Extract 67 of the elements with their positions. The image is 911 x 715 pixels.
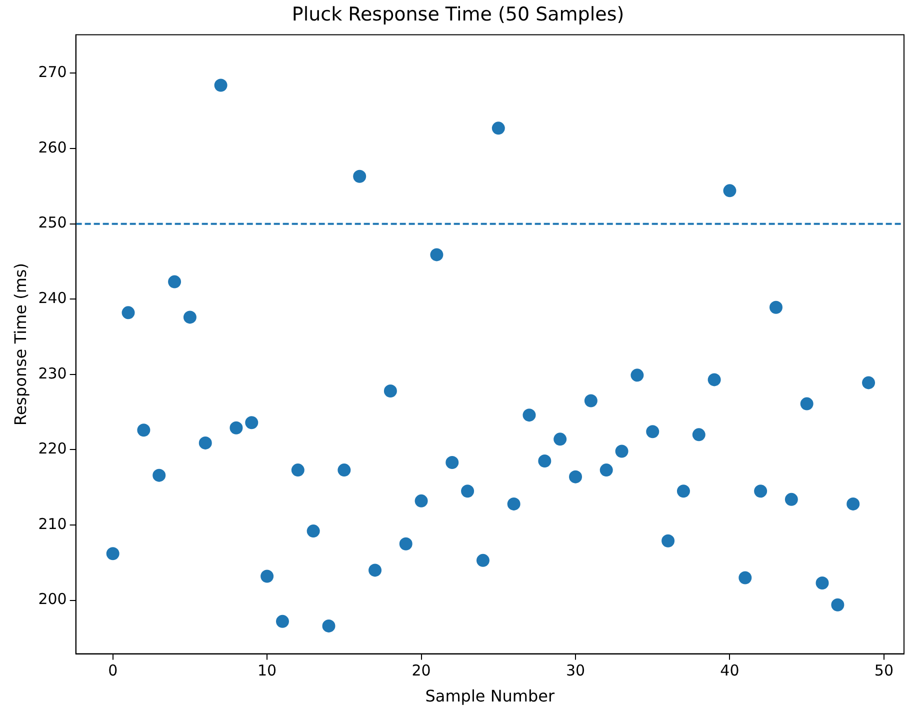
point <box>738 571 752 584</box>
point <box>368 564 382 577</box>
point <box>276 614 289 628</box>
point <box>322 619 336 632</box>
point <box>476 554 490 567</box>
point <box>230 421 243 434</box>
point <box>831 598 844 612</box>
y-tick-label: 270 <box>38 63 67 82</box>
point <box>507 497 520 510</box>
point <box>384 384 397 398</box>
point <box>522 408 536 422</box>
point <box>630 368 644 382</box>
x-tick-label: 50 <box>874 662 894 680</box>
y-axis-title: Response Time (ms) <box>10 263 30 426</box>
point <box>245 416 258 430</box>
y-tick-label: 240 <box>38 289 67 308</box>
point <box>168 275 182 288</box>
x-tick-label: 40 <box>720 662 740 680</box>
x-tick-label: 30 <box>566 662 586 680</box>
point <box>816 576 829 590</box>
point <box>122 306 135 320</box>
point <box>152 468 166 482</box>
point <box>353 170 366 183</box>
point <box>708 373 721 386</box>
point <box>754 484 768 498</box>
point <box>615 444 628 458</box>
point <box>769 300 782 314</box>
point <box>569 470 582 484</box>
point <box>600 464 613 477</box>
y-tick-label: 200 <box>38 590 67 608</box>
point <box>137 424 150 437</box>
point <box>692 428 706 442</box>
x-tick-label: 10 <box>258 662 277 680</box>
y-tick-label: 260 <box>38 138 67 156</box>
point <box>430 248 444 262</box>
point <box>676 484 690 498</box>
point <box>461 484 474 498</box>
point <box>446 456 459 470</box>
point <box>646 425 660 438</box>
point <box>492 122 505 135</box>
point <box>662 534 675 548</box>
point <box>800 397 814 410</box>
point <box>538 454 552 468</box>
x-axis-title: Sample Number <box>425 686 556 706</box>
x-tick-label: 20 <box>412 662 431 680</box>
y-tick-label: 230 <box>38 364 67 382</box>
point <box>291 464 304 477</box>
y-tick-label: 210 <box>38 514 67 533</box>
point <box>198 436 212 450</box>
y-tick-label: 220 <box>38 440 67 458</box>
point <box>554 432 567 446</box>
point <box>260 570 274 583</box>
point <box>338 464 351 477</box>
point <box>784 492 798 506</box>
x-tick-label: 0 <box>108 662 118 680</box>
point <box>584 394 598 408</box>
y-tick-label: 250 <box>38 214 67 232</box>
chart-title: Pluck Response Time (50 Samples) <box>292 3 624 26</box>
point <box>862 376 876 390</box>
point <box>306 524 320 538</box>
point <box>846 497 860 510</box>
point <box>723 184 736 198</box>
point <box>183 310 196 324</box>
point <box>414 494 428 508</box>
point <box>106 547 120 560</box>
point <box>399 537 412 550</box>
point <box>214 78 228 92</box>
